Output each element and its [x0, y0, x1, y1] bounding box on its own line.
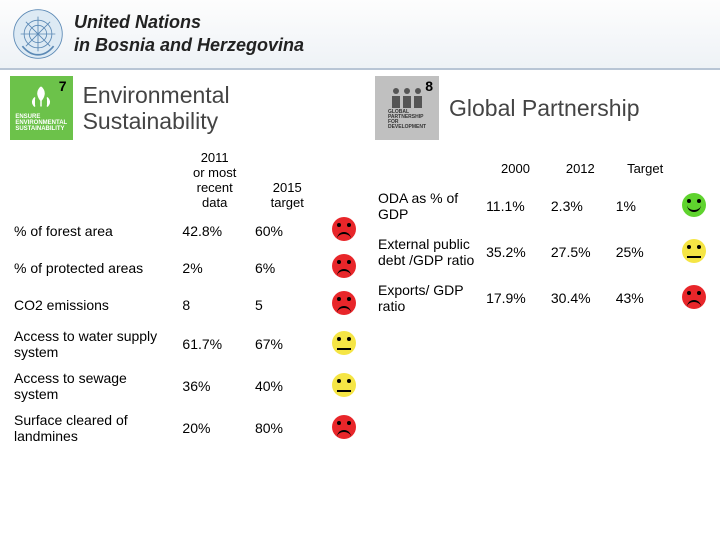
- yellow-face-icon: [332, 373, 356, 397]
- red-face-icon: [332, 291, 356, 315]
- green-face-icon: [682, 193, 706, 217]
- row-val2: 67%: [251, 323, 324, 365]
- table-row: Surface cleared of landmines20%80%: [10, 407, 365, 449]
- header-line1: United Nations: [74, 11, 304, 34]
- right-col3-header: Target: [613, 154, 678, 183]
- mdg7-num: 7: [59, 78, 67, 94]
- un-logo-icon: [12, 8, 64, 60]
- row-val3: 1%: [613, 183, 678, 229]
- row-val3: 43%: [613, 275, 678, 321]
- row-val1: 42.8%: [178, 212, 251, 249]
- row-val1: 35.2%: [483, 229, 548, 275]
- content: 7 ENSUREENVIRONMENTALSUSTAINABILITY Envi…: [0, 70, 720, 449]
- row-val1: 17.9%: [483, 275, 548, 321]
- row-label: ODA as % of GDP: [375, 183, 483, 229]
- row-label: CO2 emissions: [10, 286, 178, 323]
- left-col2-header: 2015target: [251, 148, 324, 212]
- row-val3: 25%: [613, 229, 678, 275]
- yellow-face-icon: [332, 331, 356, 355]
- red-face-icon: [332, 415, 356, 439]
- yellow-face-icon: [682, 239, 706, 263]
- row-val1: 36%: [178, 365, 251, 407]
- row-val1: 61.7%: [178, 323, 251, 365]
- row-val2: 2.3%: [548, 183, 613, 229]
- row-val1: 2%: [178, 249, 251, 286]
- table-row: ODA as % of GDP11.1%2.3%1%: [375, 183, 710, 229]
- table-row: CO2 emissions85: [10, 286, 365, 323]
- table-row: Access to water supply system61.7%67%: [10, 323, 365, 365]
- red-face-icon: [682, 285, 706, 309]
- table-row: Access to sewage system36%40%: [10, 365, 365, 407]
- row-val1: 20%: [178, 407, 251, 449]
- row-val1: 8: [178, 286, 251, 323]
- left-section-head: 7 ENSUREENVIRONMENTALSUSTAINABILITY Envi…: [10, 76, 365, 140]
- right-section-head: 8 GLOBALPARTNERSHIPFORDEVELOPMENT Global…: [375, 76, 710, 140]
- mdg8-badge-icon: 8 GLOBALPARTNERSHIPFORDEVELOPMENT: [375, 76, 439, 140]
- red-face-icon: [332, 217, 356, 241]
- right-title: Global Partnership: [449, 95, 640, 121]
- header-title: United Nations in Bosnia and Herzegovina: [74, 11, 304, 58]
- left-title: Environmental Sustainability: [83, 82, 365, 135]
- left-col1-header: 2011or most recent data: [178, 148, 251, 212]
- row-val1: 11.1%: [483, 183, 548, 229]
- row-label: % of forest area: [10, 212, 178, 249]
- header-line2: in Bosnia and Herzegovina: [74, 34, 304, 57]
- left-table: 2011or most recent data 2015target % of …: [10, 148, 365, 449]
- row-label: Access to water supply system: [10, 323, 178, 365]
- right-table: 2000 2012 Target ODA as % of GDP11.1%2.3…: [375, 154, 710, 321]
- right-col1-header: 2000: [483, 154, 548, 183]
- row-val2: 5: [251, 286, 324, 323]
- row-label: Access to sewage system: [10, 365, 178, 407]
- row-label: External public debt /GDP ratio: [375, 229, 483, 275]
- table-row: % of forest area42.8%60%: [10, 212, 365, 249]
- row-val2: 27.5%: [548, 229, 613, 275]
- table-row: % of protected areas2%6%: [10, 249, 365, 286]
- right-column: 8 GLOBALPARTNERSHIPFORDEVELOPMENT Global…: [365, 76, 710, 449]
- row-label: Exports/ GDP ratio: [375, 275, 483, 321]
- red-face-icon: [332, 254, 356, 278]
- mdg7-badge-icon: 7 ENSUREENVIRONMENTALSUSTAINABILITY: [10, 76, 73, 140]
- row-val2: 60%: [251, 212, 324, 249]
- left-column: 7 ENSUREENVIRONMENTALSUSTAINABILITY Envi…: [10, 76, 365, 449]
- table-row: External public debt /GDP ratio35.2%27.5…: [375, 229, 710, 275]
- mdg8-num: 8: [425, 78, 433, 94]
- row-label: Surface cleared of landmines: [10, 407, 178, 449]
- row-val2: 40%: [251, 365, 324, 407]
- header: United Nations in Bosnia and Herzegovina: [0, 0, 720, 70]
- row-val2: 80%: [251, 407, 324, 449]
- row-label: % of protected areas: [10, 249, 178, 286]
- row-val2: 6%: [251, 249, 324, 286]
- table-row: Exports/ GDP ratio17.9%30.4%43%: [375, 275, 710, 321]
- right-col2-header: 2012: [548, 154, 613, 183]
- row-val2: 30.4%: [548, 275, 613, 321]
